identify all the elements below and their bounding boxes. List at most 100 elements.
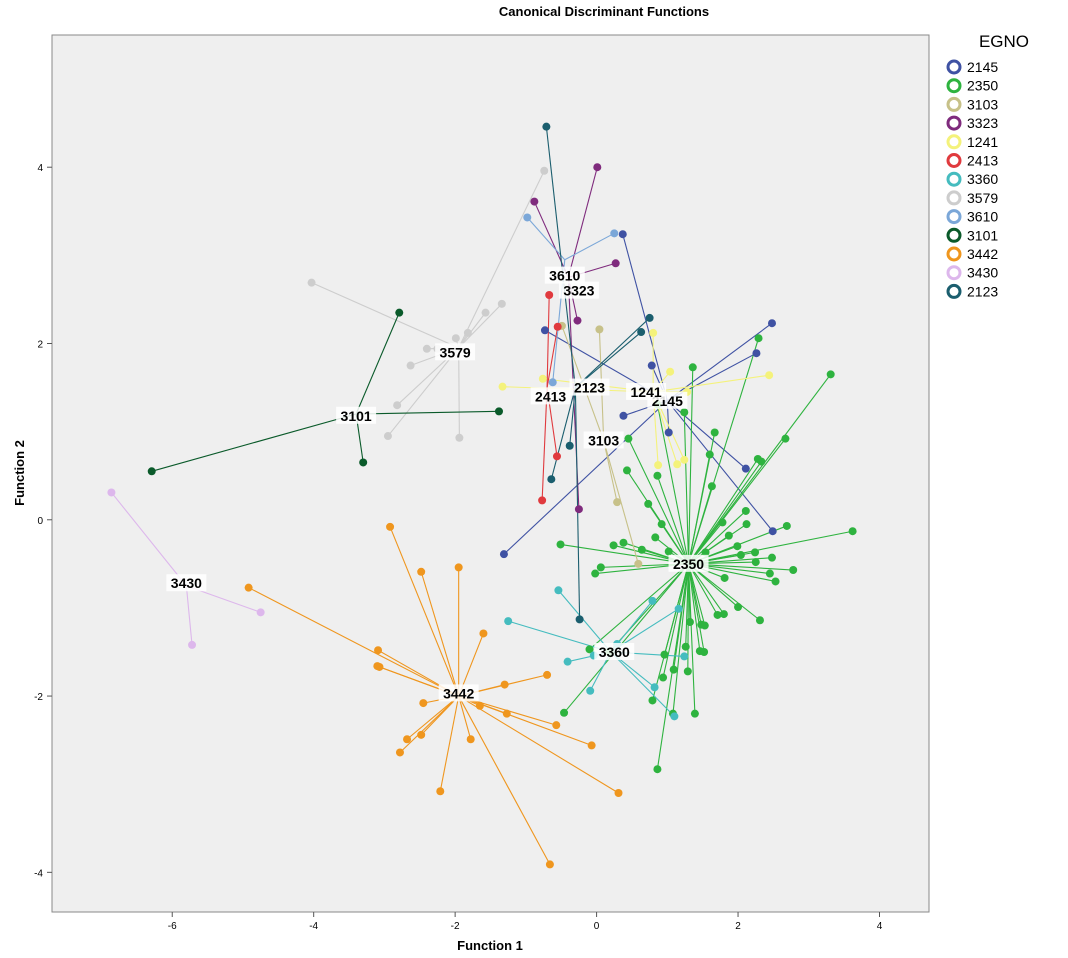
data-point	[751, 558, 760, 567]
data-point	[701, 548, 710, 557]
legend-label: 2350	[967, 78, 998, 94]
data-point	[666, 367, 675, 376]
data-point	[680, 408, 689, 417]
spoke-line	[683, 412, 690, 564]
data-point	[648, 696, 657, 705]
data-point	[741, 464, 750, 473]
spoke-line	[356, 410, 499, 415]
data-point	[751, 548, 760, 557]
centroid-label: 3101	[341, 408, 372, 424]
spoke-line	[688, 563, 725, 615]
spoke-line	[610, 651, 675, 717]
spoke-line	[546, 326, 559, 388]
data-point	[595, 325, 604, 334]
legend-label: 3430	[967, 265, 998, 281]
spoke-line	[575, 331, 642, 388]
data-point	[395, 308, 404, 317]
data-point	[637, 545, 646, 554]
data-point	[647, 361, 656, 370]
data-point	[556, 540, 565, 549]
data-point	[674, 604, 683, 613]
spoke-line	[541, 387, 548, 501]
data-point	[653, 765, 662, 774]
data-point	[650, 683, 659, 692]
data-point	[659, 673, 668, 682]
data-point	[499, 550, 508, 559]
data-point	[596, 563, 605, 572]
data-point	[767, 319, 776, 328]
legend-marker	[946, 115, 962, 131]
legend-label: 3442	[967, 246, 998, 262]
data-point	[586, 686, 595, 695]
data-point	[540, 166, 549, 175]
data-point	[573, 316, 582, 325]
legend-label: 3323	[967, 115, 998, 131]
data-point	[406, 361, 415, 370]
spoke-line	[389, 526, 460, 697]
data-point	[768, 527, 777, 536]
spoke-line	[185, 585, 193, 645]
data-point	[742, 520, 751, 529]
data-point	[554, 586, 563, 595]
data-point	[451, 334, 460, 343]
legend-marker	[946, 59, 962, 75]
centroid-label: 2413	[535, 388, 566, 404]
data-point	[619, 538, 628, 547]
chart-title: Canonical Discriminant Functions	[499, 4, 709, 19]
data-point	[500, 680, 509, 689]
legend-label: 3103	[967, 96, 998, 112]
data-point	[680, 455, 689, 464]
data-point	[475, 701, 484, 710]
centroid-label: 2123	[574, 380, 605, 396]
data-point	[481, 308, 490, 317]
centroid-label: 3442	[443, 685, 474, 701]
spoke-line	[110, 492, 187, 587]
data-point	[789, 566, 798, 575]
data-point	[724, 531, 733, 540]
data-point	[718, 518, 727, 527]
legend-marker	[946, 78, 962, 94]
data-point	[494, 407, 503, 416]
data-point	[552, 452, 561, 461]
spoke-line	[563, 563, 689, 714]
data-point	[765, 569, 774, 578]
data-point	[710, 428, 719, 437]
plot-area	[51, 34, 930, 913]
spoke-line	[458, 303, 503, 349]
data-point	[685, 618, 694, 627]
data-point	[782, 521, 791, 530]
data-point	[610, 229, 619, 238]
data-point	[417, 730, 426, 739]
data-point	[188, 640, 197, 649]
x-axis-ticks: -6 -4 -2 0 2 4	[168, 912, 883, 932]
data-point	[395, 748, 404, 757]
data-point	[542, 122, 551, 131]
spoke-line	[439, 695, 460, 792]
data-point	[575, 615, 584, 624]
data-point	[681, 642, 690, 651]
data-point	[587, 741, 596, 750]
x-tick-label: -2	[451, 921, 460, 932]
centroid-label-bg	[438, 684, 479, 702]
spoke-line	[526, 217, 566, 261]
data-point	[657, 520, 666, 529]
centroid-label: 2350	[673, 556, 704, 572]
data-point	[720, 573, 729, 582]
centroid-label-bg	[166, 574, 207, 592]
spoke-line	[589, 563, 689, 650]
y-axis-label: Function 2	[12, 440, 27, 506]
data-point	[436, 787, 445, 796]
spoke-line	[574, 387, 581, 620]
legend-marker	[946, 246, 962, 262]
spoke-line	[399, 695, 460, 753]
data-point	[848, 527, 857, 536]
legend-label: 3610	[967, 209, 998, 225]
data-point	[767, 553, 776, 562]
data-point	[545, 860, 554, 869]
data-point	[644, 499, 653, 508]
data-point	[543, 670, 552, 679]
data-point	[454, 563, 463, 572]
spoke-line	[688, 563, 761, 621]
data-point	[670, 712, 679, 721]
